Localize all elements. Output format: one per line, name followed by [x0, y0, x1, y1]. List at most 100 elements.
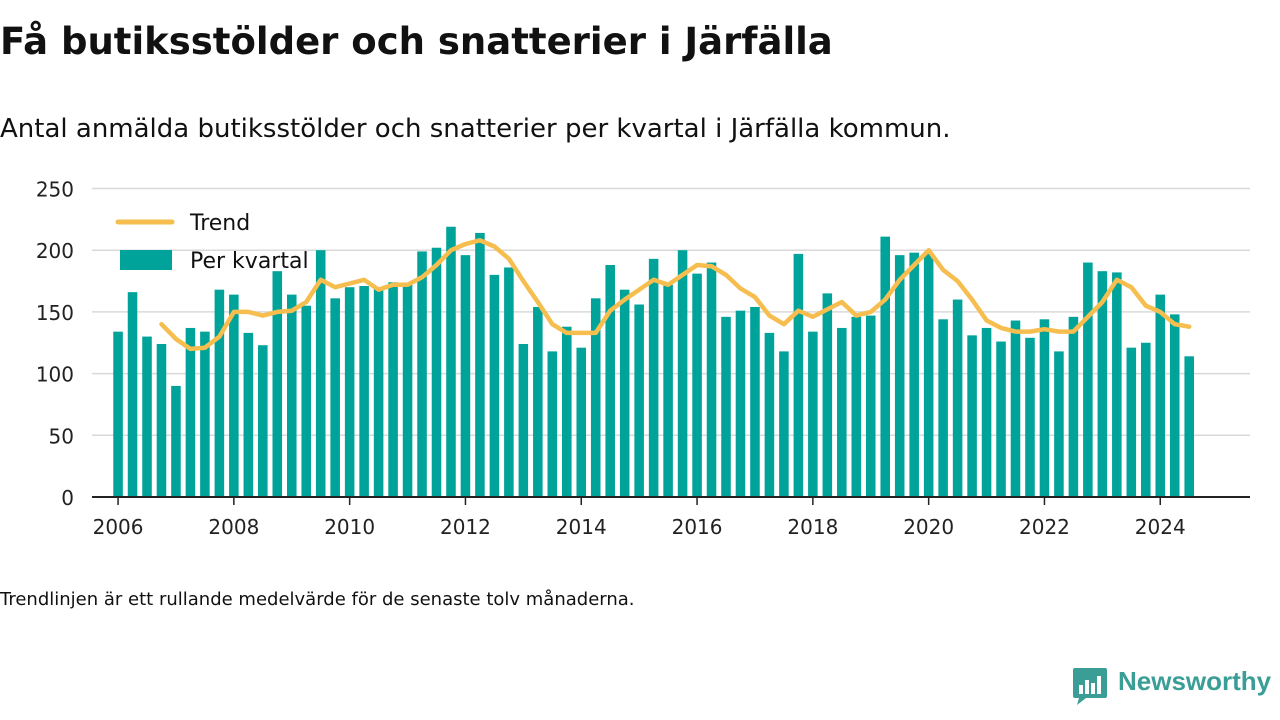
bar: [373, 288, 384, 497]
bar: [330, 298, 340, 497]
bar: [1155, 294, 1166, 497]
bar: [996, 341, 1006, 497]
bar: [1054, 351, 1064, 497]
bar: [779, 351, 789, 497]
bar: [417, 251, 427, 497]
footnote: Trendlinjen är ett rullande medelvärde f…: [0, 589, 635, 610]
bar: [1169, 314, 1180, 497]
bar: [185, 327, 196, 497]
bar: [952, 299, 963, 497]
bar: [735, 310, 746, 497]
bar: [1141, 342, 1151, 497]
bar: [648, 258, 659, 497]
legend-per-kvartal-label: Per kvartal: [190, 249, 309, 274]
bar: [171, 385, 181, 497]
bar: [504, 267, 514, 497]
bar: [1126, 347, 1137, 497]
bar: [243, 332, 254, 497]
bar: [272, 271, 283, 497]
bar: [388, 282, 398, 497]
bar: [1010, 320, 1021, 497]
bar: [605, 265, 615, 497]
bar: [1083, 262, 1093, 497]
bar: [634, 304, 644, 497]
y-tick-label: 100: [36, 363, 74, 387]
bar-series-per-kvartal: [113, 226, 1194, 497]
bar: [764, 332, 775, 497]
bar: [706, 262, 717, 497]
axes: 0 50 100 150 200 250 2006 2008 2010 2012 2014 2016 2…: [36, 178, 1250, 539]
brand-logo: Newsworthy: [1072, 664, 1280, 708]
bar: [489, 274, 500, 497]
bar: [1112, 272, 1122, 497]
bar: [315, 250, 326, 497]
legend-trend-label: Trend: [189, 211, 250, 236]
bar: [258, 345, 268, 497]
x-tick-label: 2020: [903, 515, 954, 539]
legend: Trend Per kvartal: [115, 211, 309, 274]
bar: [923, 253, 934, 497]
bar: [576, 347, 587, 497]
bar: [938, 319, 948, 497]
bar: [286, 294, 297, 497]
bar: [1068, 316, 1079, 497]
trend-line: [159, 238, 1192, 352]
x-tick-label: 2014: [556, 515, 607, 539]
bar: [851, 316, 862, 497]
bar: [156, 343, 167, 497]
bar: [1097, 271, 1108, 497]
bar: [402, 283, 413, 497]
bar: [619, 289, 630, 497]
bar: [1039, 319, 1050, 497]
y-tick-label: 0: [61, 486, 74, 510]
chart-subtitle: Antal anmälda butiksstölder och snatteri…: [0, 114, 951, 144]
bar: [518, 343, 529, 497]
bar: [446, 226, 456, 497]
bar: [533, 306, 543, 497]
x-tick-label: 2010: [324, 515, 375, 539]
bar: [981, 327, 992, 497]
bar: [1184, 356, 1194, 497]
bar: [822, 293, 833, 497]
bar: [142, 336, 152, 497]
bar: [359, 285, 369, 497]
bar: [967, 335, 977, 497]
bar: [750, 306, 760, 497]
bar: [677, 250, 688, 497]
bar: [214, 289, 225, 497]
line-series-trend: [159, 238, 1192, 352]
bar: [590, 298, 601, 497]
x-tick-label: 2018: [787, 515, 838, 539]
bar: [721, 316, 731, 497]
bar: [301, 305, 312, 497]
x-tick-label: 2024: [1135, 515, 1186, 539]
bar: [562, 326, 572, 497]
bar: [692, 273, 702, 497]
bar: [460, 255, 471, 497]
bar: [837, 327, 847, 497]
y-tick-label: 200: [36, 239, 74, 263]
x-tick-label: 2022: [1019, 515, 1070, 539]
bar: [880, 236, 891, 497]
bar: [808, 331, 818, 497]
x-tick-label: 2008: [208, 515, 259, 539]
y-tick-label: 250: [36, 178, 74, 202]
bar: [200, 331, 210, 497]
chart: 0 50 100 150 200 250 2006 2008 2010 2012 2014 2016 2…: [36, 178, 1250, 539]
bar: [229, 294, 239, 497]
bar: [127, 292, 138, 497]
bar: [113, 331, 123, 497]
legend-per-kvartal-swatch: [120, 250, 172, 270]
bar: [547, 351, 558, 497]
bar: [909, 252, 919, 497]
x-tick-label: 2006: [93, 515, 144, 539]
y-tick-label: 50: [49, 424, 74, 448]
bar: [663, 284, 673, 497]
bar: [431, 247, 442, 497]
bar: [475, 232, 485, 497]
x-tick-label: 2016: [672, 515, 723, 539]
brand-name: Newsworthy: [1118, 666, 1272, 696]
newsworthy-icon: [1073, 668, 1107, 705]
chart-title: Få butiksstölder och snatterier i Järfäl…: [0, 20, 833, 63]
y-tick-label: 150: [36, 301, 74, 325]
